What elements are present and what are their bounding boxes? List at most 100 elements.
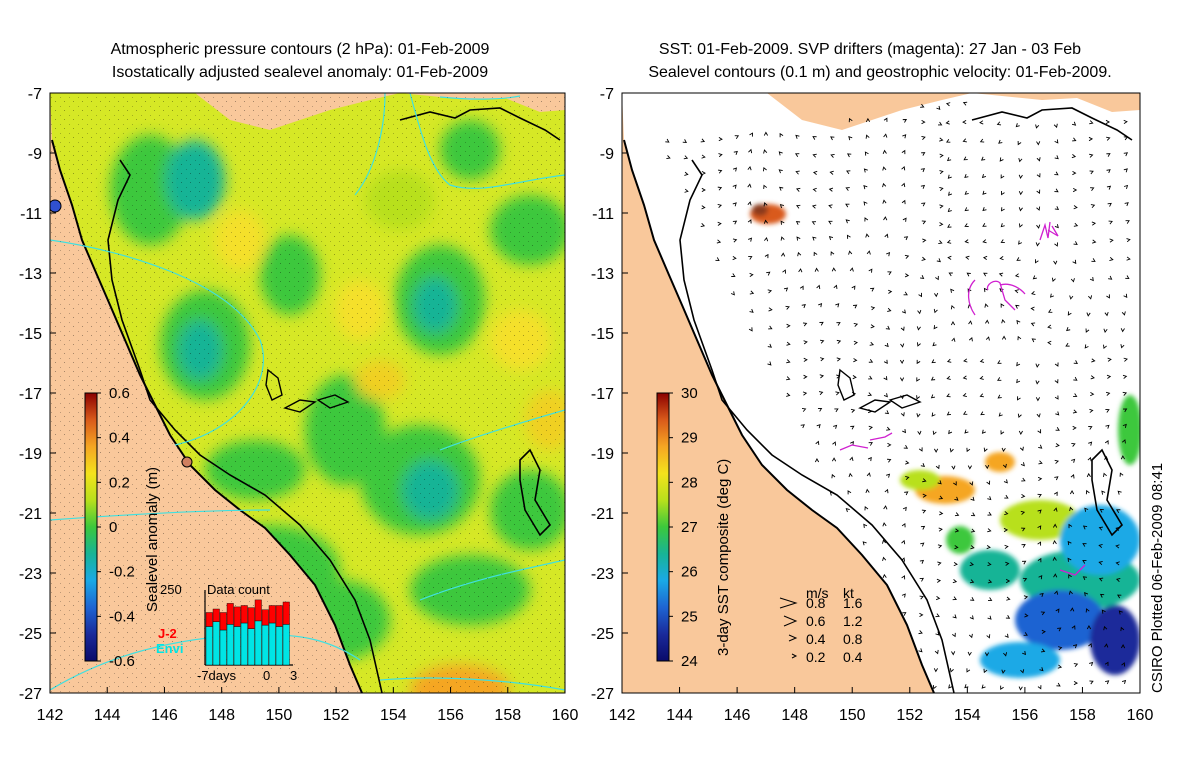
velocity-arrow bbox=[1036, 206, 1041, 211]
velocity-arrow bbox=[1057, 664, 1063, 669]
velocity-arrow bbox=[764, 236, 769, 242]
velocity-arrow bbox=[782, 269, 786, 274]
velocity-arrow bbox=[732, 202, 737, 207]
velocity-arrow bbox=[684, 188, 689, 193]
velocity-arrow bbox=[1120, 328, 1125, 333]
velocity-arrow bbox=[950, 321, 956, 326]
velocity-arrow bbox=[863, 168, 868, 173]
velocity-arrow bbox=[981, 684, 986, 689]
velocity-arrow bbox=[853, 340, 858, 345]
velocity-arrow bbox=[718, 137, 723, 142]
velocity-arrow bbox=[682, 139, 688, 143]
velocity-arrow bbox=[1048, 309, 1053, 313]
velocity-arrow bbox=[848, 117, 853, 123]
velocity-arrow bbox=[1071, 443, 1076, 447]
speed-ms: 0.8 bbox=[806, 595, 826, 611]
velocity-arrow bbox=[866, 472, 871, 477]
velocity-arrow bbox=[831, 267, 836, 272]
velocity-arrow bbox=[1071, 458, 1076, 463]
velocity-arrow bbox=[1104, 439, 1109, 445]
velocity-arrow bbox=[1020, 669, 1025, 674]
velocity-arrow bbox=[1090, 187, 1095, 191]
inset-bar-envi bbox=[212, 621, 220, 666]
velocity-arrow bbox=[786, 376, 791, 381]
velocity-arrow bbox=[983, 272, 988, 277]
velocity-arrow bbox=[1054, 459, 1060, 464]
velocity-arrow bbox=[1030, 322, 1036, 327]
velocity-arrow bbox=[828, 220, 833, 225]
inset-bar-envi bbox=[219, 629, 227, 666]
x-tick-label: 142 bbox=[37, 707, 64, 724]
velocity-arrow bbox=[1035, 397, 1041, 402]
velocity-arrow bbox=[1073, 241, 1078, 245]
velocity-arrow bbox=[885, 473, 891, 478]
velocity-arrow bbox=[922, 478, 927, 483]
velocity-arrow bbox=[1021, 477, 1026, 482]
velocity-arrow bbox=[1068, 590, 1073, 595]
velocity-arrow bbox=[748, 256, 753, 260]
sst-colorbar: 30 29 28 27 26 25 24 3-day SST composite (deg … bbox=[656, 385, 732, 670]
velocity-arrow bbox=[1001, 319, 1006, 324]
x-tick-label: 160 bbox=[552, 707, 579, 724]
velocity-arrow bbox=[1123, 293, 1128, 299]
velocity-arrow bbox=[1017, 335, 1022, 341]
velocity-arrow bbox=[834, 408, 839, 413]
velocity-arrow bbox=[849, 456, 854, 461]
velocity-arrow bbox=[964, 207, 969, 212]
velocity-arrow bbox=[718, 153, 723, 158]
velocity-arrow bbox=[683, 155, 689, 160]
velocity-arrow bbox=[1123, 168, 1128, 173]
velocity-arrow bbox=[904, 273, 910, 278]
velocity-arrow bbox=[835, 303, 840, 308]
velocity-arrow bbox=[1054, 379, 1059, 384]
velocity-arrow bbox=[1085, 328, 1090, 333]
velocity-arrow bbox=[952, 614, 957, 619]
velocity-arrow bbox=[954, 528, 960, 533]
velocity-arrow bbox=[917, 309, 922, 315]
velocity-arrow bbox=[780, 236, 785, 241]
velocity-arrow bbox=[933, 308, 938, 314]
velocity-arrow bbox=[985, 336, 990, 341]
velocity-arrow bbox=[1121, 662, 1126, 667]
velocity-arrow bbox=[1038, 460, 1043, 465]
velocity-arrow bbox=[767, 361, 772, 366]
velocity-arrow bbox=[1035, 363, 1040, 368]
velocity-arrow bbox=[1126, 256, 1131, 261]
velocity-arrow bbox=[1125, 220, 1130, 224]
velocity-arrow bbox=[1018, 207, 1023, 212]
velocity-arrow bbox=[847, 490, 852, 495]
velocity-arrow bbox=[882, 556, 887, 562]
velocity-arrow bbox=[921, 152, 926, 156]
velocity-arrow bbox=[1089, 277, 1094, 282]
velocity-arrow bbox=[1055, 443, 1060, 448]
velocity-arrow bbox=[1119, 472, 1124, 477]
x-tick-label: 146 bbox=[724, 707, 751, 724]
inset-bar-j2 bbox=[205, 612, 213, 627]
velocity-arrow bbox=[887, 289, 893, 294]
velocity-arrow bbox=[963, 156, 968, 161]
velocity-arrow bbox=[812, 236, 817, 241]
data-count-inset: 250 Data count J-2 Envi -7days 0 3 bbox=[156, 582, 297, 683]
sealevel-map bbox=[50, 93, 565, 693]
velocity-arrow bbox=[1037, 557, 1042, 563]
velocity-arrow bbox=[764, 253, 769, 259]
velocity-arrow bbox=[747, 165, 752, 171]
velocity-arrow bbox=[747, 219, 752, 224]
velocity-arrow bbox=[1039, 592, 1044, 597]
velocity-arrow bbox=[946, 239, 952, 244]
velocity-arrow bbox=[921, 509, 927, 514]
velocity-arrow bbox=[1073, 222, 1079, 227]
velocity-arrow bbox=[996, 121, 1002, 126]
velocity-arrow bbox=[948, 272, 953, 277]
inset-bar-envi bbox=[205, 626, 213, 666]
right-title-line1: SST: 01-Feb-2009. SVP drifters (magenta)… bbox=[658, 41, 1082, 58]
velocity-arrow bbox=[1035, 124, 1040, 129]
velocity-arrow bbox=[901, 309, 906, 314]
velocity-arrow bbox=[1067, 540, 1072, 546]
velocity-arrow bbox=[1030, 306, 1035, 311]
velocity-arrow bbox=[701, 187, 706, 193]
y-tick-label: -21 bbox=[591, 506, 614, 523]
velocity-arrow bbox=[899, 359, 905, 365]
velocity-arrow bbox=[1120, 455, 1125, 460]
